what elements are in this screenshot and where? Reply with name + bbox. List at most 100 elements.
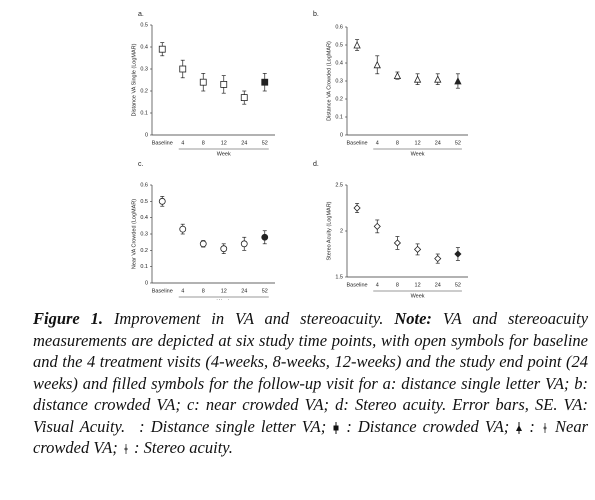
marker <box>261 78 269 86</box>
y-tick-label: 0.4 <box>140 215 148 221</box>
y-tick-label: 0.6 <box>140 182 148 188</box>
y-tick-label: 1.5 <box>335 274 343 280</box>
figure-label: Figure 1. <box>33 309 104 328</box>
marker <box>393 71 402 79</box>
legend-icon <box>131 421 139 435</box>
legend-icon <box>516 421 523 434</box>
x-tick-label: 52 <box>455 140 461 146</box>
x-tick-label: 8 <box>202 140 205 146</box>
marker <box>158 197 166 205</box>
panel-label: d. <box>313 161 319 168</box>
marker <box>199 240 207 248</box>
y-axis-label: Distance VA Single (LogMAR) <box>131 43 137 116</box>
legend-icon <box>333 421 339 434</box>
x-tick-label: 12 <box>221 140 227 146</box>
legend-text: : <box>529 416 535 436</box>
x-tick-label: 4 <box>181 140 184 146</box>
marker <box>240 240 248 248</box>
marker <box>240 94 248 101</box>
y-tick-label: 2.5 <box>335 182 343 188</box>
y-tick-label: 0.3 <box>140 231 148 237</box>
y-tick-label: 0.4 <box>140 44 148 50</box>
x-tick-label: Baseline <box>347 140 368 146</box>
x-tick-label: 4 <box>181 288 184 294</box>
x-tick-label: 12 <box>221 288 227 294</box>
caption: Figure 1. Improvement in VA and stereoac… <box>33 308 588 459</box>
y-tick-label: 2 <box>340 228 343 234</box>
x-axis-label: Week <box>217 151 231 157</box>
marker <box>220 81 228 88</box>
x-tick-label: 8 <box>396 282 399 288</box>
marker <box>454 250 462 258</box>
x-axis-label: Week <box>411 151 425 157</box>
marker <box>414 245 422 253</box>
legend-text: : Stereo acuity. <box>134 438 233 457</box>
y-tick-label: 0.1 <box>140 110 148 116</box>
marker <box>434 75 442 83</box>
x-tick-label: 24 <box>241 140 247 146</box>
marker <box>199 78 207 86</box>
x-axis-label: Week <box>411 293 425 299</box>
marker <box>393 239 401 247</box>
caption-note: VA and stereoacuity measurements are dep… <box>33 309 589 436</box>
x-tick-label: 8 <box>202 288 205 294</box>
x-tick-label: Baseline <box>152 288 173 294</box>
x-tick-label: 8 <box>396 140 399 146</box>
marker <box>353 204 361 212</box>
legend-icon <box>543 422 547 433</box>
x-tick-label: 24 <box>241 288 247 294</box>
marker <box>454 77 462 85</box>
marker <box>353 41 361 49</box>
legend-text: : Distance single letter VA; <box>139 416 327 436</box>
x-tick-label: Baseline <box>152 140 173 146</box>
marker <box>220 245 228 253</box>
x-tick-label: 52 <box>262 288 268 294</box>
y-tick-label: 0 <box>340 132 343 138</box>
marker <box>261 233 269 241</box>
y-tick-label: 0.5 <box>140 199 148 205</box>
panel-label: c. <box>138 161 144 168</box>
y-tick-label: 0.6 <box>335 24 343 30</box>
x-tick-label: 24 <box>435 282 441 288</box>
x-tick-label: Baseline <box>347 282 368 288</box>
x-axis-label: Week <box>217 299 231 300</box>
x-tick-label: 24 <box>435 140 441 146</box>
x-tick-label: 4 <box>376 282 379 288</box>
y-tick-label: 0.2 <box>335 96 343 102</box>
legend-text: : Distance crowded VA; <box>346 416 510 436</box>
caption-title: Improvement in VA and stereoacuity. <box>113 309 384 328</box>
marker <box>373 60 381 69</box>
y-tick-label: 0 <box>145 132 148 138</box>
x-tick-label: 52 <box>455 282 461 288</box>
y-tick-label: 0.5 <box>335 42 343 48</box>
marker <box>179 65 187 73</box>
x-tick-label: 12 <box>415 282 421 288</box>
y-tick-label: 0.2 <box>140 88 148 94</box>
marker <box>434 255 442 263</box>
marker <box>373 222 381 230</box>
marker <box>179 225 187 233</box>
y-tick-label: 0.1 <box>140 264 148 270</box>
legend-text: Near crowded VA; <box>33 416 589 458</box>
y-tick-label: 0.1 <box>335 114 343 120</box>
note-label: Note: <box>394 309 432 328</box>
marker <box>413 75 422 83</box>
legend-icon <box>123 444 128 455</box>
y-tick-label: 0 <box>145 280 148 286</box>
y-axis-label: Stereo Acuity (LogMAR) <box>326 201 332 260</box>
y-tick-label: 0.3 <box>335 78 343 84</box>
figure: a. 0 0.1 0.2 0.3 0.4 0.5 Distance VA Single (Lo… <box>131 11 468 300</box>
y-tick-label: 0.3 <box>140 66 148 72</box>
y-axis-label: Distance VA Crowded (LogMAR) <box>326 41 332 121</box>
y-tick-label: 0.5 <box>140 22 148 28</box>
x-tick-label: 52 <box>262 140 268 146</box>
x-tick-label: 12 <box>415 140 421 146</box>
x-tick-label: 4 <box>376 140 379 146</box>
panel-label: b. <box>313 11 319 18</box>
marker <box>158 45 166 53</box>
panel-label: a. <box>138 11 144 18</box>
y-axis-label: Near VA Crowded (LogMAR) <box>131 199 137 269</box>
y-tick-label: 0.4 <box>335 60 343 66</box>
y-tick-label: 0.2 <box>140 248 148 254</box>
